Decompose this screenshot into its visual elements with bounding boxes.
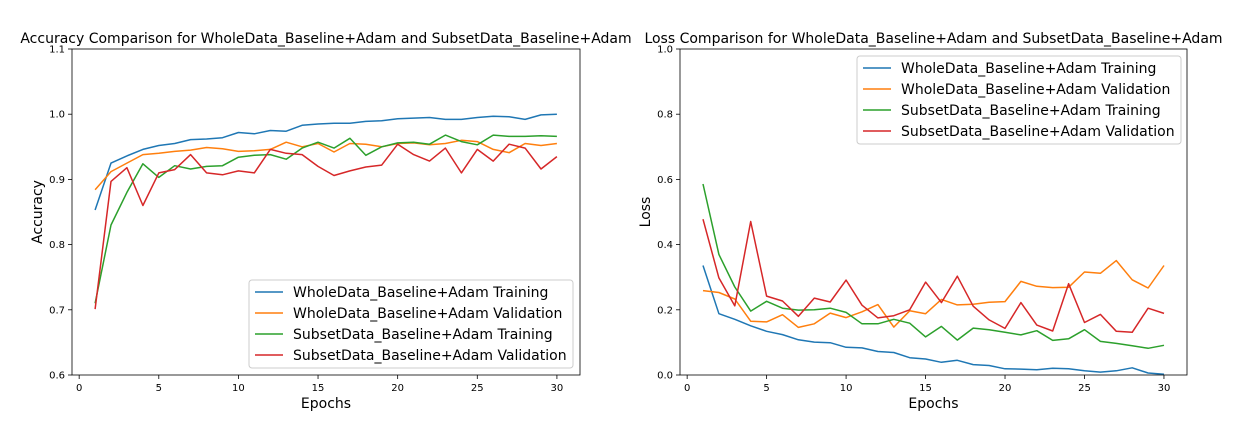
legend-label: WholeData_Baseline+Adam Training <box>293 285 548 301</box>
plot-frame <box>71 48 581 376</box>
x-tick-label: 5 <box>156 383 162 394</box>
x-tick-label: 20 <box>999 383 1012 394</box>
legend: WholeData_Baseline+Adam Training WholeDat… <box>248 279 574 369</box>
legend-label: WholeData_Baseline+Adam Validation <box>901 82 1170 98</box>
series-line-subsetdata-baseline-adam-validation <box>94 143 558 310</box>
x-tick-label: 25 <box>471 383 484 394</box>
y-tick-label: 0.8 <box>49 240 65 251</box>
series-line-subsetdata-baseline-adam-training <box>94 134 557 304</box>
x-tick-label: 10 <box>232 383 245 394</box>
series-line-wholedata-baseline-adam-validation <box>702 259 1165 329</box>
legend-label: SubsetData_Baseline+Adam Training <box>293 327 553 343</box>
x-tick-label: 0 <box>76 383 82 394</box>
y-tick-label: 0.2 <box>657 305 673 316</box>
y-tick-label: 1.0 <box>657 45 673 56</box>
loss-chart: Loss Comparison for WholeData_Baseline+A… <box>638 31 1223 412</box>
y-tick-label: 0.0 <box>657 371 673 382</box>
y-tick-label: 0.7 <box>49 305 65 316</box>
chart-title: Accuracy Comparison for WholeData_Baseli… <box>20 31 631 47</box>
x-tick-label: 25 <box>1078 383 1091 394</box>
x-tick-label: 30 <box>551 383 564 394</box>
y-tick-label: 0.6 <box>657 175 673 186</box>
legend-label: SubsetData_Baseline+Adam Validation <box>901 124 1175 140</box>
legend-label: SubsetData_Baseline+Adam Training <box>901 103 1161 119</box>
series-line-wholedata-baseline-adam-training <box>702 265 1165 376</box>
legend-label: WholeData_Baseline+Adam Training <box>901 61 1156 77</box>
legend-box <box>248 279 574 369</box>
x-tick-label: 15 <box>312 383 325 394</box>
x-axis-label: Epochs <box>908 396 958 412</box>
x-tick-label: 30 <box>1158 383 1171 394</box>
x-tick-label: 5 <box>763 383 769 394</box>
series-line-wholedata-baseline-adam-training <box>94 113 557 211</box>
y-tick-label: 1.0 <box>49 110 65 121</box>
y-tick-label: 0.6 <box>49 371 65 382</box>
series-line-wholedata-baseline-adam-validation <box>94 139 557 191</box>
y-tick-label: 0.4 <box>657 240 673 251</box>
legend-label: WholeData_Baseline+Adam Validation <box>293 306 562 322</box>
accuracy-chart: Accuracy Comparison for WholeData_Baseli… <box>20 31 631 412</box>
x-tick-label: 15 <box>919 383 932 394</box>
y-tick-label: 0.8 <box>657 110 673 121</box>
x-tick-label: 0 <box>684 383 690 394</box>
legend-label: SubsetData_Baseline+Adam Validation <box>293 348 567 364</box>
legend-box <box>856 55 1182 145</box>
y-axis-label: Loss <box>638 197 654 228</box>
y-axis-label: Accuracy <box>30 180 46 244</box>
chart-title: Loss Comparison for WholeData_Baseline+A… <box>644 31 1222 47</box>
y-tick-label: 1.1 <box>49 45 65 56</box>
x-tick-label: 10 <box>840 383 853 394</box>
y-tick-label: 0.9 <box>49 175 65 186</box>
x-tick-label: 20 <box>391 383 404 394</box>
series-line-subsetdata-baseline-adam-training <box>702 183 1165 350</box>
plot-frame <box>679 48 1188 376</box>
legend: WholeData_Baseline+Adam Training WholeDat… <box>856 55 1182 145</box>
x-axis-label: Epochs <box>301 396 351 412</box>
series-line-subsetdata-baseline-adam-validation <box>702 219 1165 334</box>
